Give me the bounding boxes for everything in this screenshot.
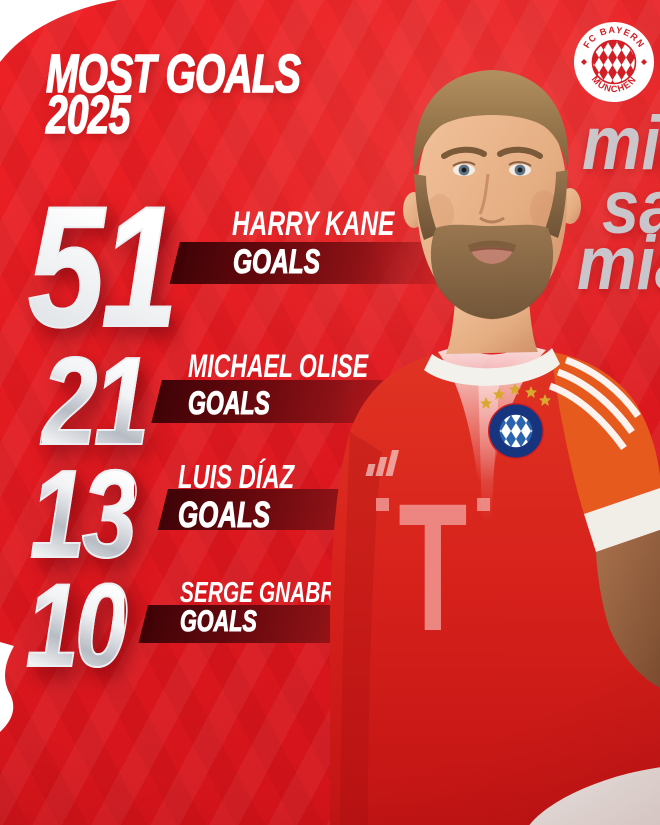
goals-label: GOALS	[233, 243, 321, 281]
mustache	[468, 240, 516, 251]
collar	[424, 348, 560, 386]
telekom-dot	[477, 498, 490, 511]
page-title: MOST GOALS	[45, 44, 301, 104]
adidas-shoulder-stripes-icon	[548, 356, 641, 451]
player-photo-harry-kane: T	[330, 70, 660, 825]
right-eyebrow	[497, 146, 543, 159]
badge-diamond-right	[641, 59, 647, 65]
player-name: MICHAEL OLISE	[188, 348, 369, 384]
telekom-dot	[376, 498, 389, 511]
forearm	[596, 530, 660, 688]
jersey-fold-shadow	[340, 432, 382, 825]
corner-cut-decoration	[0, 0, 118, 62]
lip-line	[469, 247, 515, 252]
sleeve-cuff	[584, 488, 660, 552]
watermark-line: mia	[577, 221, 660, 306]
goals-count: 51	[27, 171, 178, 363]
left-eyebrow	[441, 146, 487, 159]
goals-count: 21	[41, 333, 150, 471]
goals-label: GOALS	[180, 605, 258, 638]
fc-bayern-crest: FC BAYERN MÜNCHEN	[574, 22, 654, 102]
player-name: LUIS DÍAZ	[178, 458, 295, 495]
goals-label: GOALS	[188, 385, 271, 421]
watermark-line: mia	[582, 101, 660, 186]
goals-count: 13	[29, 446, 138, 584]
sideburn-right	[544, 170, 568, 238]
mouth	[470, 246, 514, 264]
nose-base	[479, 216, 505, 224]
telekom-sponsor-logo: T	[376, 467, 490, 670]
nose	[478, 173, 490, 215]
jersey-crest-icon	[488, 403, 544, 459]
badge-lozenge-center	[591, 39, 637, 85]
beard	[430, 224, 554, 319]
eyes	[452, 161, 532, 176]
hair	[413, 70, 569, 174]
sleeve-orange	[552, 352, 660, 514]
head	[403, 70, 581, 320]
sponsor-letter: T	[398, 467, 467, 670]
player-name: HARRY KANE	[232, 205, 395, 243]
watermark-line: san	[602, 165, 660, 250]
goals-label: GOALS	[178, 494, 271, 535]
left-edge-decoration	[0, 642, 14, 732]
badge-diamond-left	[581, 59, 587, 65]
goals-count: 10	[25, 560, 128, 692]
adidas-three-stripes-icon	[365, 450, 399, 476]
five-gold-stars-icon	[480, 383, 551, 409]
player-name: SERGE GNABRY	[180, 577, 350, 609]
bottom-light-shape	[521, 764, 660, 825]
sideburn-left	[414, 174, 438, 240]
page-title-year: 2025	[45, 85, 130, 145]
